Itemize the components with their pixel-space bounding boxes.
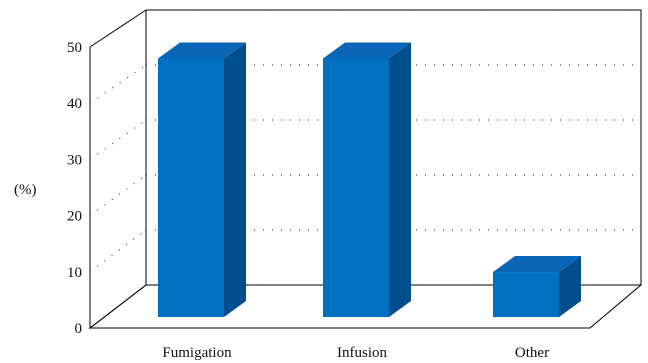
y-tick-label: 0 (75, 321, 83, 337)
y-tick-labels: 0 10 20 30 40 50 (67, 40, 82, 337)
bar-side (224, 42, 246, 317)
bar-infusion (323, 42, 411, 317)
category-label: Other (515, 345, 549, 361)
bar-fumigation (158, 42, 246, 317)
bar-front (323, 58, 389, 317)
bars (158, 42, 581, 317)
gridline-left-10 (89, 229, 147, 273)
floor (88, 284, 643, 329)
bar-side (559, 256, 581, 317)
bar-top (158, 42, 246, 59)
gridline-left-20 (89, 174, 147, 217)
bar-top (493, 256, 581, 273)
category-label: Fumigation (162, 345, 232, 361)
y-axis-label: (%) (14, 182, 37, 198)
y-tick-label: 30 (67, 152, 82, 168)
bar-side (389, 42, 411, 317)
bar-top (323, 42, 411, 59)
y-tick-label: 40 (67, 96, 82, 112)
gridline-left-40 (89, 64, 147, 104)
y-tick-label: 50 (67, 40, 82, 56)
bar-front (493, 272, 559, 317)
bar-other (493, 256, 581, 317)
y-tick-label: 10 (67, 265, 82, 281)
category-labels: Fumigation Infusion Other (162, 345, 549, 361)
y-tick-label: 20 (67, 209, 82, 225)
gridline-left-30 (89, 119, 147, 160)
bar-front (158, 58, 224, 317)
category-label: Infusion (337, 345, 387, 361)
left-wall (89, 9, 147, 330)
